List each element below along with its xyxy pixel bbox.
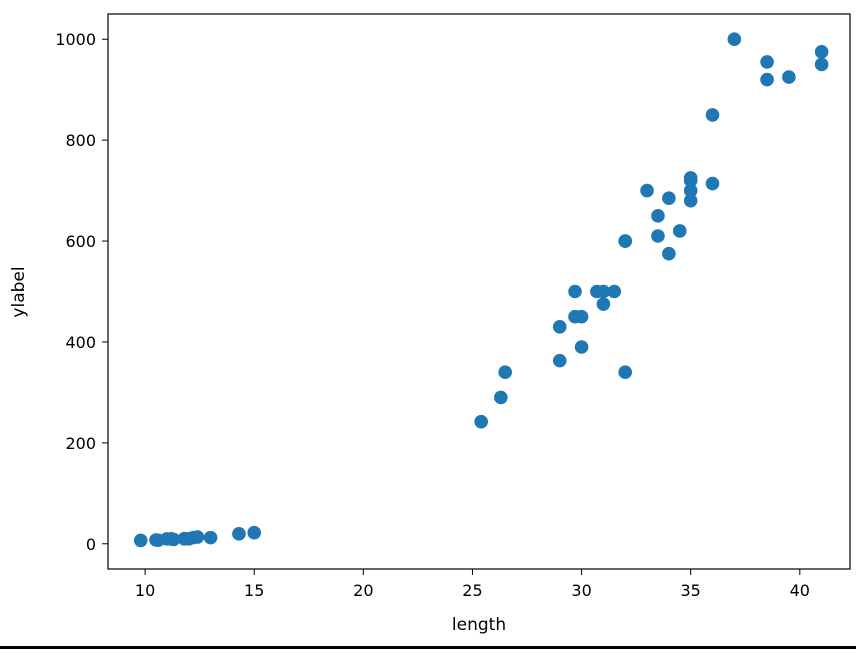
y-tick-label: 200 [65,434,96,453]
x-tick-label: 20 [353,581,373,600]
data-point [166,532,181,547]
bottom-divider [0,646,856,649]
x-tick-label: 10 [135,581,155,600]
y-tick-label: 600 [65,232,96,251]
data-point [618,234,633,248]
data-point [672,224,687,238]
data-point [574,340,589,354]
data-point [760,72,774,87]
data-point [190,530,205,544]
data-point [705,176,720,191]
plot-frame [107,13,851,570]
data-point [618,365,633,380]
data-point [651,209,665,223]
data-point [683,183,698,198]
data-point [727,32,742,47]
data-point [651,229,665,243]
data-point [683,193,698,208]
y-tick-label: 0 [86,535,96,554]
data-point [552,353,567,368]
data-point [247,525,262,540]
x-axis: 10 15 20 25 30 35 40 [135,569,810,600]
x-tick-label: 15 [244,581,264,600]
data-point [568,284,582,299]
data-point [552,320,567,334]
data-point [607,284,622,299]
data-point [232,527,246,541]
data-point [596,284,611,299]
data-point [474,414,488,429]
y-axis-label: ylabel [9,266,29,317]
data-point [662,191,676,205]
data-point [662,246,676,261]
y-tick-label: 400 [65,333,96,352]
data-point [760,55,774,69]
data-point [494,390,508,405]
x-tick-label: 25 [462,581,482,600]
x-tick-label: 35 [681,581,701,600]
y-tick-label: 1000 [55,30,96,49]
data-point [782,70,796,84]
data-point [596,297,611,311]
data-points [133,32,829,548]
y-axis: 0 200 400 600 800 1000 [55,30,108,554]
data-point [203,530,218,545]
x-tick-label: 30 [571,581,591,600]
data-point [705,108,720,122]
data-point [133,533,148,548]
x-axis-label: length [452,615,506,635]
data-point [640,183,654,198]
data-point [683,173,698,188]
data-point [574,309,589,324]
y-tick-label: 800 [65,131,96,150]
data-point [814,57,829,72]
data-point [814,45,829,59]
x-tick-label: 40 [790,581,810,600]
data-point [498,365,512,380]
